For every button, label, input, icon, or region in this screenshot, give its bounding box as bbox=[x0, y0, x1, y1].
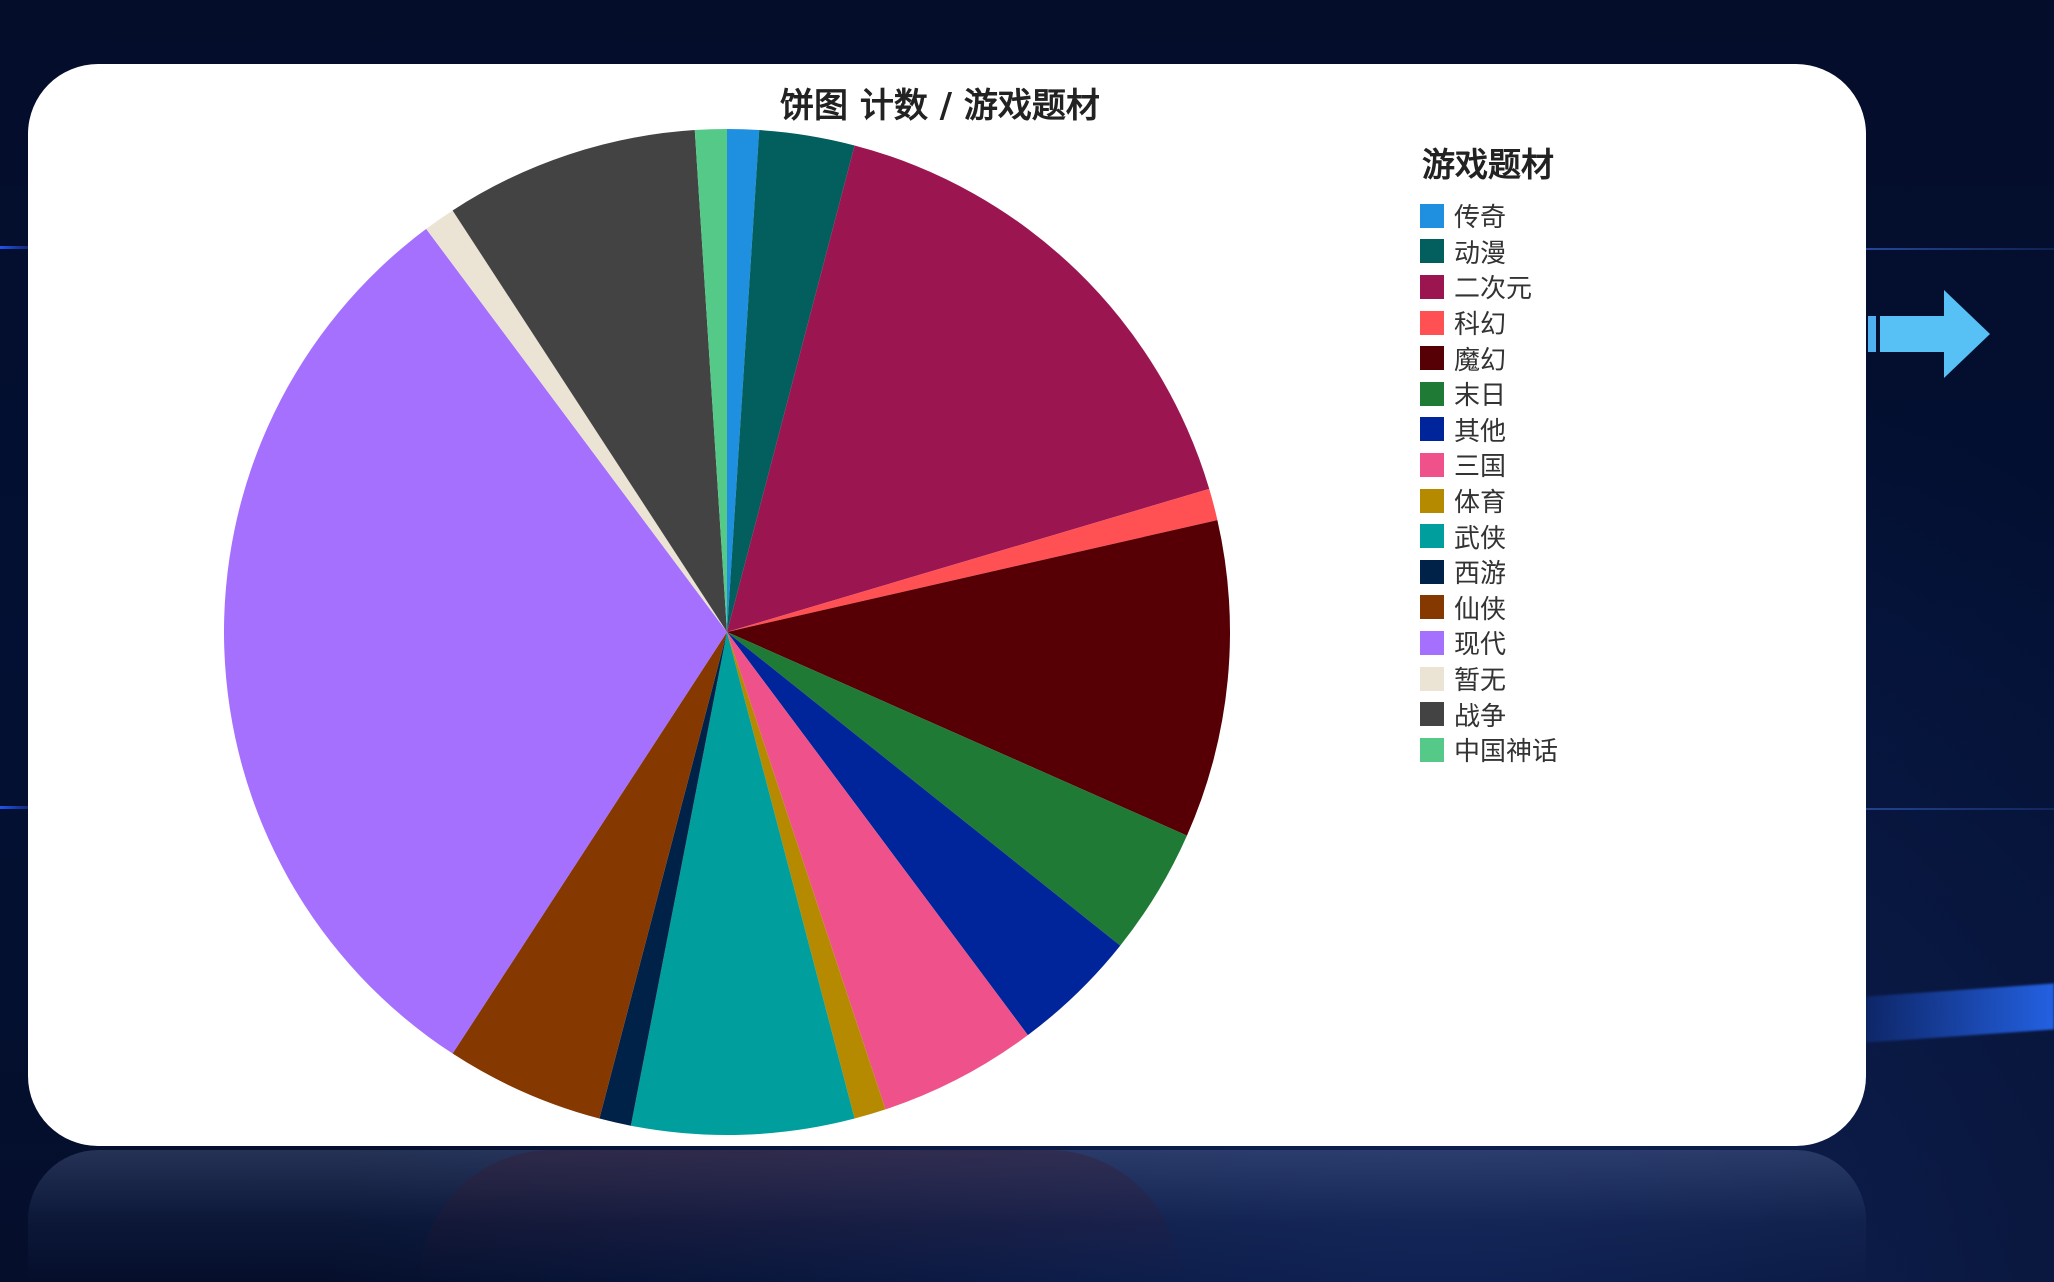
right-glow-line-bottom bbox=[1866, 808, 2054, 810]
pie-slice-1 bbox=[727, 130, 855, 633]
legend-item: 动漫 bbox=[1420, 234, 1558, 270]
legend-label: 体育 bbox=[1454, 488, 1507, 519]
pie-slice-8 bbox=[727, 632, 886, 1119]
pie-slice-15 bbox=[694, 129, 727, 632]
legend-item: 传奇 bbox=[1420, 198, 1558, 234]
legend-label: 暂无 bbox=[1454, 666, 1507, 697]
pie-slice-0 bbox=[727, 129, 760, 632]
pie-slice-7 bbox=[727, 632, 1028, 1110]
legend-swatch bbox=[1420, 346, 1444, 371]
pie-slice-5 bbox=[727, 632, 1187, 946]
pie-slice-4 bbox=[727, 520, 1230, 836]
legend-label: 科幻 bbox=[1454, 310, 1507, 341]
legend-swatch bbox=[1420, 452, 1444, 477]
legend-label: 其他 bbox=[1454, 416, 1507, 447]
legend-swatch bbox=[1420, 595, 1444, 620]
legend-item: 三国 bbox=[1420, 447, 1558, 483]
legend-item: 现代 bbox=[1420, 625, 1558, 661]
legend-label: 动漫 bbox=[1454, 238, 1507, 269]
legend-item: 中国神话 bbox=[1420, 732, 1558, 768]
right-glow-line-top bbox=[1866, 248, 2054, 250]
legend-item: 魔幻 bbox=[1420, 340, 1558, 376]
legend-item: 其他 bbox=[1420, 412, 1558, 448]
legend-label: 现代 bbox=[1454, 630, 1507, 661]
legend-swatch bbox=[1420, 666, 1444, 691]
arrow-right-icon[interactable] bbox=[1868, 288, 1992, 380]
legend-item: 二次元 bbox=[1420, 269, 1558, 305]
pie-slice-10 bbox=[599, 632, 727, 1126]
legend-item: 科幻 bbox=[1420, 305, 1558, 341]
legend-label: 仙侠 bbox=[1454, 594, 1507, 625]
pie-slice-12 bbox=[223, 228, 728, 1054]
left-glow-line-top bbox=[0, 246, 40, 249]
card-reflection bbox=[28, 1150, 1866, 1282]
legend-swatch bbox=[1420, 630, 1444, 655]
legend-label: 传奇 bbox=[1454, 203, 1507, 234]
legend-swatch bbox=[1420, 702, 1444, 727]
legend-label: 西游 bbox=[1454, 559, 1507, 590]
legend-item: 仙侠 bbox=[1420, 590, 1558, 626]
chart-title: 饼图 计数 / 游戏题材 bbox=[780, 86, 1100, 126]
pie-slice-11 bbox=[452, 632, 727, 1119]
pie-reflection bbox=[420, 1150, 1180, 1282]
legend-label: 中国神话 bbox=[1454, 737, 1559, 768]
legend-swatch bbox=[1420, 381, 1444, 406]
legend-item: 战争 bbox=[1420, 696, 1558, 732]
pie-slice-13 bbox=[426, 210, 727, 632]
left-glow-line-bottom bbox=[0, 806, 40, 809]
legend: 游戏题材 传奇动漫二次元科幻魔幻末日其他三国体育武侠西游仙侠现代暂无战争中国神话 bbox=[1420, 138, 1558, 768]
legend-label: 武侠 bbox=[1454, 523, 1507, 554]
legend-item: 西游 bbox=[1420, 554, 1558, 590]
legend-swatch bbox=[1420, 203, 1444, 228]
legend-swatch bbox=[1420, 417, 1444, 442]
legend-label: 二次元 bbox=[1454, 274, 1533, 305]
legend-swatch bbox=[1420, 488, 1444, 513]
legend-swatch bbox=[1420, 524, 1444, 549]
legend-item: 体育 bbox=[1420, 483, 1558, 519]
legend-item: 暂无 bbox=[1420, 661, 1558, 697]
legend-swatch bbox=[1420, 559, 1444, 584]
pie-slice-2 bbox=[727, 145, 1210, 632]
legend-swatch bbox=[1420, 737, 1444, 762]
legend-item: 末日 bbox=[1420, 376, 1558, 412]
pie-slice-3 bbox=[727, 488, 1218, 632]
legend-items: 传奇动漫二次元科幻魔幻末日其他三国体育武侠西游仙侠现代暂无战争中国神话 bbox=[1420, 198, 1558, 768]
pie-slice-6 bbox=[727, 632, 1121, 1036]
legend-title: 游戏题材 bbox=[1422, 145, 1554, 184]
legend-swatch bbox=[1420, 310, 1444, 335]
legend-label: 魔幻 bbox=[1454, 345, 1507, 376]
legend-label: 战争 bbox=[1454, 701, 1507, 732]
legend-swatch bbox=[1420, 239, 1444, 264]
legend-swatch bbox=[1420, 274, 1444, 299]
pie-slice-9 bbox=[630, 632, 855, 1135]
legend-label: 三国 bbox=[1454, 452, 1507, 483]
legend-item: 武侠 bbox=[1420, 518, 1558, 554]
legend-label: 末日 bbox=[1454, 381, 1507, 412]
pie-slice-14 bbox=[452, 130, 727, 633]
